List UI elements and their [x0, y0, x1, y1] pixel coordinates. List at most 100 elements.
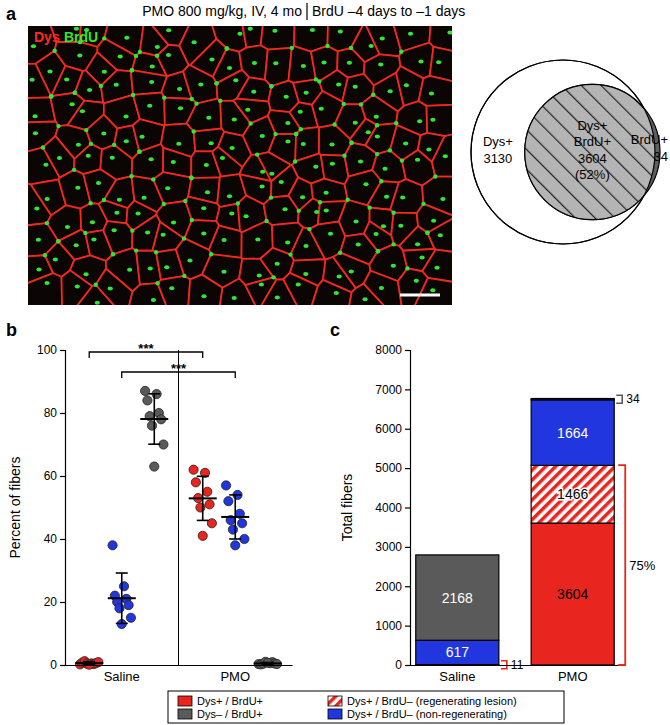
micrograph-nucleus — [131, 93, 135, 97]
micrograph-nucleus — [225, 46, 229, 50]
micrograph-fiber — [153, 172, 191, 204]
legend-label: Dys+ / BrdU– (regenerating lesion) — [347, 695, 517, 707]
data-label: 2168 — [442, 590, 473, 606]
micrograph-nucleus — [359, 102, 363, 106]
micrograph-nucleus — [154, 250, 158, 254]
micrograph-nucleus — [102, 70, 107, 74]
micrograph-nucleus — [284, 95, 289, 99]
micrograph-nucleus — [99, 84, 103, 88]
micrograph-nucleus — [421, 202, 425, 206]
micrograph-nucleus — [74, 243, 79, 247]
scale-bar — [400, 294, 440, 297]
micrograph-nucleus — [49, 94, 53, 98]
venn: Dys+3130Dys+BrdU+3604(52%)BrdU+34 — [471, 60, 668, 244]
micrograph-nucleus — [209, 57, 214, 61]
micrograph-nucleus — [375, 152, 379, 156]
micrograph-background — [28, 26, 452, 305]
micrograph-nucleus — [391, 210, 395, 214]
micrograph-nucleus — [294, 132, 298, 136]
legend-swatch — [328, 696, 342, 706]
data-point — [224, 497, 233, 506]
y-axis-line — [405, 351, 411, 666]
micrograph-nucleus — [221, 238, 226, 242]
y-tick-label: 40 — [44, 532, 58, 546]
micrograph-nucleus — [77, 53, 82, 57]
data-point — [126, 613, 135, 622]
y-tick: 2000 — [375, 580, 410, 594]
micrograph-nucleus — [303, 272, 308, 276]
micrograph-nucleus — [398, 224, 403, 228]
micrograph-nucleus — [218, 99, 222, 103]
legend-frame — [168, 691, 564, 723]
micrograph-nucleus — [324, 208, 329, 212]
micrograph-nucleus — [56, 124, 60, 128]
x-tick-label: PMO — [220, 669, 250, 684]
micrograph-fiber — [187, 99, 222, 132]
data-labels: 11617216836041466166434 — [442, 392, 640, 672]
micrograph-nucleus — [362, 297, 367, 301]
y-tick: 5000 — [375, 461, 410, 475]
legend-label: Dys+ / BrdU– (non-regenerating) — [347, 708, 507, 720]
micrograph-nucleus — [426, 147, 431, 151]
micrograph-nucleus — [198, 83, 203, 87]
group-divider — [178, 350, 179, 665]
micrograph-nucleus — [161, 233, 166, 237]
image-label: BrdU — [64, 29, 98, 45]
micrograph-nucleus — [127, 268, 132, 272]
micrograph-nucleus — [108, 286, 113, 290]
y-tick-label: 60 — [44, 469, 58, 483]
micrograph-nucleus — [162, 202, 166, 206]
y-tick: 40 — [44, 532, 65, 546]
micrograph-fiber — [432, 133, 452, 176]
micrograph-nucleus — [279, 180, 284, 184]
y-tick-label: 80 — [44, 406, 58, 420]
bar-segment — [531, 465, 614, 523]
micrograph-nucleus — [380, 36, 385, 40]
micrograph-nucleus — [111, 252, 115, 256]
micrograph-nucleus — [225, 46, 229, 50]
micrograph-fiber — [96, 269, 133, 305]
legend-swatch — [178, 709, 192, 719]
micrograph-fiber — [28, 273, 62, 305]
micrograph-nucleus — [112, 228, 117, 232]
micrograph-nucleus — [376, 249, 380, 253]
mean-line — [75, 662, 103, 664]
data-point — [221, 481, 230, 490]
error-bar-cap — [148, 393, 160, 395]
micrograph-nucleus — [366, 130, 371, 134]
micrograph-nucleus — [269, 195, 273, 199]
micrograph-nucleus — [189, 176, 193, 180]
venn-set — [525, 84, 660, 219]
micrograph-nucleus — [209, 141, 214, 145]
y-tick-label: 3000 — [375, 540, 402, 554]
data-point — [231, 541, 240, 550]
y-tick-label: 2000 — [375, 580, 402, 594]
data-label: 34 — [626, 392, 640, 406]
data-point — [205, 500, 214, 509]
plot-area — [416, 399, 614, 665]
micrograph-nucleus — [378, 62, 383, 66]
micrograph-nucleus — [260, 134, 265, 138]
micrograph-nucleus — [404, 83, 409, 87]
y-tick-label: 7000 — [375, 383, 402, 397]
micrograph-nucleus — [149, 80, 154, 84]
micrograph-nucleus — [151, 298, 156, 302]
micrograph-fiber — [185, 197, 219, 221]
micrograph-fiber — [86, 115, 117, 150]
micrograph-nucleus — [88, 201, 92, 205]
micrograph-nucleus — [130, 68, 134, 72]
header-text: PMO 800 mg/kg, IV, 4 mo — [142, 3, 302, 19]
bar-segment — [416, 640, 499, 664]
data-label: 3604 — [557, 586, 588, 602]
data-point — [108, 541, 117, 550]
micrograph-nucleus — [176, 142, 181, 146]
y-tick-label: 8000 — [375, 343, 402, 357]
micrograph-nucleus — [83, 231, 87, 235]
micrograph-nucleus — [272, 29, 277, 33]
micrograph — [28, 26, 452, 305]
y-tick-mark — [405, 429, 410, 430]
micrograph-nucleus — [65, 225, 70, 229]
micrograph-nucleus — [76, 143, 81, 147]
micrograph-nucleus — [73, 91, 77, 95]
micrograph-nucleus — [438, 233, 443, 237]
